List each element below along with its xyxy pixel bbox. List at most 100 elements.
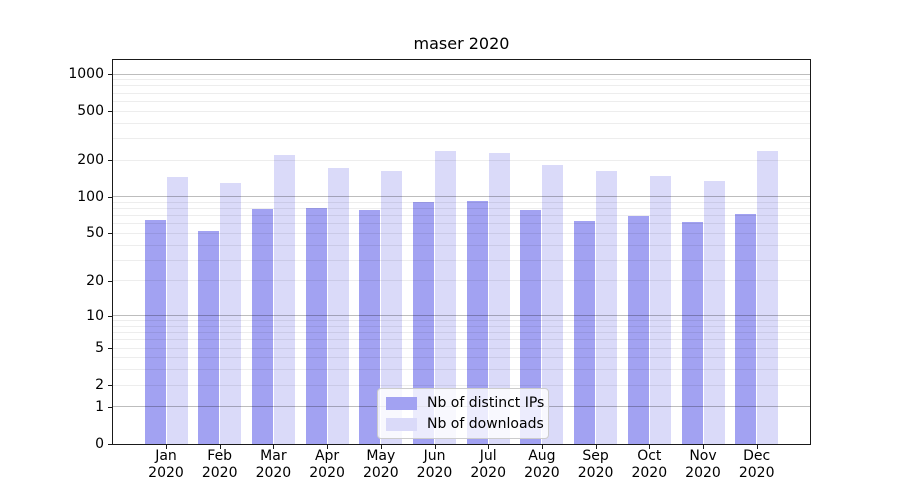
bar-distinct-ips-jul bbox=[466, 200, 488, 444]
legend-label-downloads: Nb of downloads bbox=[427, 416, 544, 432]
bar-distinct-ips-oct bbox=[627, 215, 649, 444]
y-tickmark-1 bbox=[108, 406, 113, 408]
x-tick-label-may: May 2020 bbox=[362, 448, 399, 481]
x-tickmark-sep bbox=[595, 444, 597, 449]
y-tick-label-200: 200 bbox=[77, 152, 104, 168]
gridline-minor-30 bbox=[113, 259, 810, 261]
x-tick-label-feb: Feb 2020 bbox=[201, 448, 238, 481]
gridline-minor-5 bbox=[113, 347, 810, 349]
bar-downloads-jun bbox=[435, 150, 456, 444]
legend-swatch-distinct-ips bbox=[386, 397, 417, 410]
gridline-minor-50 bbox=[113, 232, 810, 234]
legend-item-downloads: Nb of downloads bbox=[378, 414, 548, 434]
x-tickmark-feb bbox=[219, 444, 221, 449]
bar-distinct-ips-mar bbox=[251, 209, 273, 444]
x-tick-label-jun: Jun 2020 bbox=[416, 448, 453, 481]
gridline-minor-600 bbox=[113, 100, 810, 102]
x-tickmark-nov bbox=[703, 444, 704, 449]
gridline-minor-90 bbox=[113, 201, 810, 203]
x-tickmark-jul bbox=[488, 444, 490, 449]
gridline-minor-800 bbox=[113, 85, 810, 87]
gridline-minor-200 bbox=[113, 159, 810, 161]
bar-distinct-ips-aug bbox=[520, 210, 542, 444]
x-tickmark-oct bbox=[649, 444, 651, 449]
bar-downloads-oct bbox=[649, 176, 671, 444]
x-tick-label-oct: Oct 2020 bbox=[631, 448, 668, 481]
bar-distinct-ips-nov bbox=[681, 222, 703, 444]
x-tick-label-jul: Jul 2020 bbox=[470, 448, 506, 481]
bar-downloads-feb bbox=[220, 182, 242, 444]
gridline-minor-700 bbox=[113, 92, 810, 94]
legend-label-distinct-ips: Nb of distinct IPs bbox=[427, 395, 545, 411]
x-tickmark-apr bbox=[327, 444, 329, 449]
x-tick-label-nov: Nov 2020 bbox=[685, 448, 721, 481]
gridline-minor-40 bbox=[113, 244, 810, 246]
grid-layer bbox=[113, 60, 810, 444]
y-tickmark-500 bbox=[108, 111, 113, 113]
y-tick-label-10: 10 bbox=[86, 307, 104, 324]
bar-distinct-ips-dec bbox=[735, 214, 757, 444]
gridline-major-100 bbox=[113, 196, 810, 198]
y-tickmark-0 bbox=[108, 444, 113, 445]
legend-item-distinct-ips: Nb of distinct IPs bbox=[378, 393, 548, 413]
y-tick-label-20: 20 bbox=[86, 272, 104, 289]
bar-downloads-aug bbox=[542, 164, 564, 444]
x-tickmark-jun bbox=[434, 444, 436, 449]
bar-distinct-ips-may bbox=[359, 210, 381, 444]
y-tickmark-5 bbox=[108, 348, 113, 350]
gridline-minor-3 bbox=[113, 369, 810, 371]
bar-distinct-ips-sep bbox=[574, 221, 596, 444]
bars-layer bbox=[113, 60, 810, 444]
x-tickmark-may bbox=[380, 444, 382, 449]
x-tickmark-mar bbox=[273, 444, 275, 449]
gridline-minor-400 bbox=[113, 122, 810, 124]
gridline-minor-80 bbox=[113, 208, 810, 210]
x-tick-label-dec: Dec 2020 bbox=[738, 448, 775, 481]
gridline-minor-2 bbox=[113, 384, 810, 386]
gridline-major-10 bbox=[113, 315, 810, 317]
plot-area: Nb of distinct IPs Nb of downloads bbox=[112, 59, 811, 445]
x-tick-label-mar: Mar 2020 bbox=[255, 448, 292, 481]
gridline-minor-500 bbox=[113, 110, 810, 112]
y-tick-label-2: 2 bbox=[95, 377, 104, 394]
y-tick-label-100: 100 bbox=[77, 188, 104, 205]
gridline-minor-4 bbox=[113, 357, 810, 359]
gridline-minor-7 bbox=[113, 332, 810, 334]
y-tick-label-1000: 1000 bbox=[68, 66, 104, 83]
x-tickmark-jan bbox=[166, 444, 167, 449]
y-tickmark-1000 bbox=[108, 74, 113, 76]
bar-downloads-mar bbox=[273, 155, 295, 444]
x-tick-label-aug: Aug 2020 bbox=[524, 448, 560, 481]
chart-title: maser 2020 bbox=[413, 34, 510, 53]
gridline-minor-60 bbox=[113, 223, 810, 225]
x-tick-label-sep: Sep 2020 bbox=[577, 448, 614, 481]
bar-downloads-may bbox=[381, 170, 403, 444]
legend-swatch-downloads bbox=[386, 418, 417, 431]
y-tickmark-200 bbox=[108, 160, 113, 161]
bar-downloads-dec bbox=[757, 151, 779, 444]
y-tickmark-10 bbox=[108, 315, 113, 317]
bar-distinct-ips-jan bbox=[144, 219, 166, 444]
gridline-minor-20 bbox=[113, 280, 810, 282]
bar-downloads-nov bbox=[703, 181, 725, 444]
gridline-minor-900 bbox=[113, 79, 810, 81]
gridline-minor-70 bbox=[113, 215, 810, 217]
bar-distinct-ips-jun bbox=[413, 201, 434, 444]
x-tickmark-dec bbox=[756, 444, 758, 449]
bar-downloads-jan bbox=[166, 177, 188, 444]
gridline-minor-300 bbox=[113, 137, 810, 139]
bar-downloads-jul bbox=[488, 152, 510, 444]
y-tick-label-50: 50 bbox=[86, 225, 104, 242]
x-tickmark-aug bbox=[541, 444, 543, 449]
y-tickmark-50 bbox=[108, 233, 113, 235]
x-tick-label-jan: Jan 2020 bbox=[148, 448, 184, 481]
y-tick-label-500: 500 bbox=[77, 103, 104, 120]
bar-distinct-ips-apr bbox=[305, 208, 327, 444]
gridline-minor-6 bbox=[113, 339, 810, 341]
x-tick-label-apr: Apr 2020 bbox=[309, 448, 345, 481]
gridline-major-1000 bbox=[113, 73, 810, 75]
y-tick-label-0: 0 bbox=[95, 436, 104, 452]
y-tickmark-2 bbox=[108, 385, 113, 387]
y-tick-label-1: 1 bbox=[95, 398, 104, 415]
